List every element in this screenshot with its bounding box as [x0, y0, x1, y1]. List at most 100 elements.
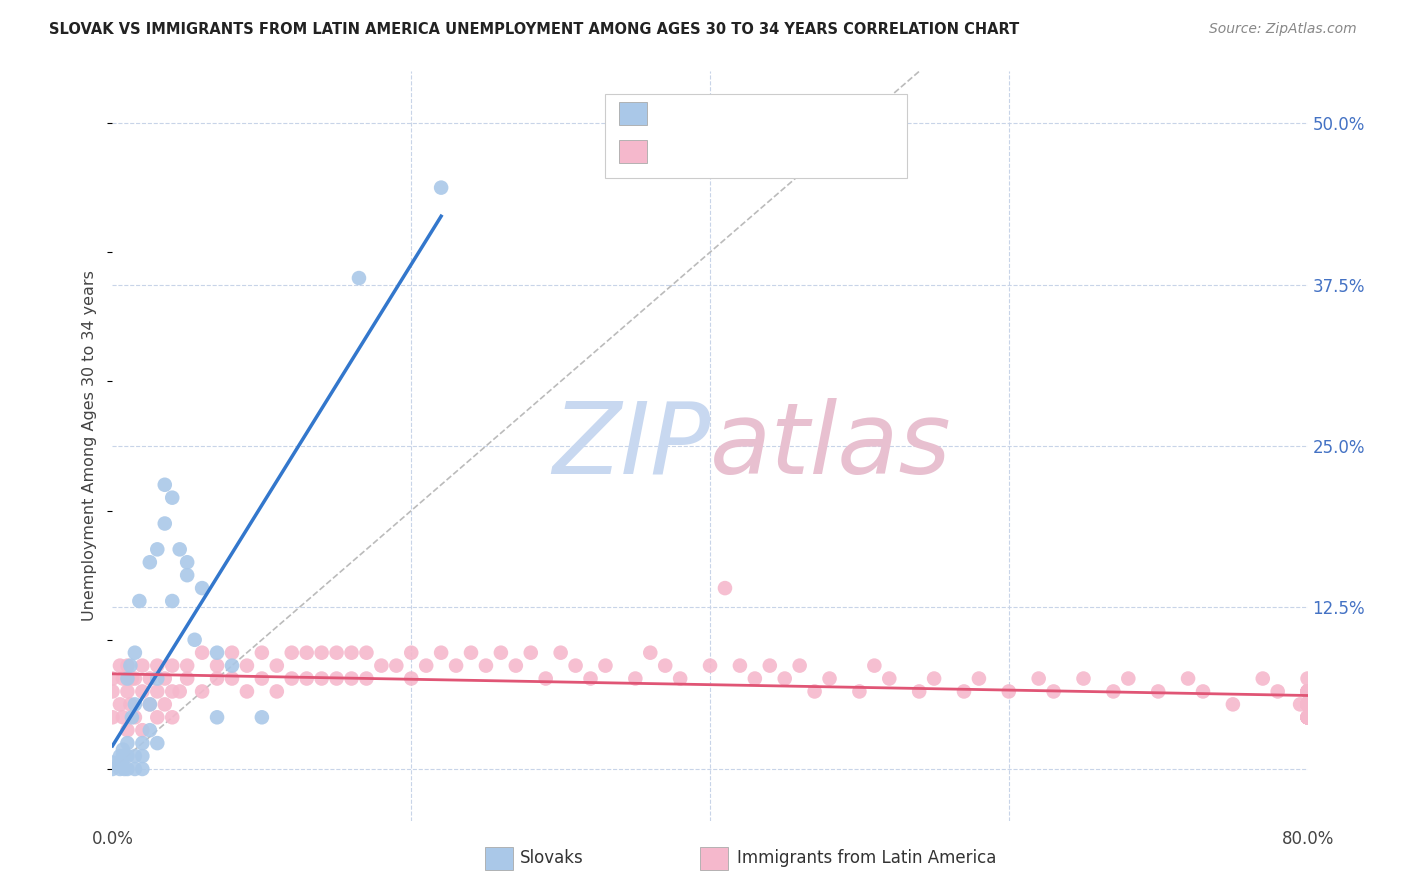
Point — [124, 646, 146, 660]
Point — [1296, 698, 1319, 712]
Point — [773, 672, 796, 686]
Point — [640, 646, 662, 660]
Point — [124, 710, 146, 724]
Point — [162, 710, 183, 724]
Point — [534, 672, 557, 686]
Point — [1296, 710, 1319, 724]
Point — [101, 756, 124, 770]
Point — [191, 581, 214, 595]
Point — [108, 698, 131, 712]
Point — [1296, 698, 1319, 712]
Point — [250, 710, 273, 724]
Point — [162, 684, 183, 698]
Point — [803, 684, 825, 698]
Point — [1222, 698, 1244, 712]
Point — [128, 594, 150, 608]
Point — [169, 684, 191, 698]
Point — [1296, 698, 1319, 712]
Point — [117, 658, 139, 673]
Point — [101, 710, 124, 724]
Point — [146, 658, 169, 673]
Point — [250, 646, 273, 660]
Point — [922, 672, 945, 686]
Point — [1296, 698, 1319, 712]
Point — [111, 710, 134, 724]
Point — [1296, 698, 1319, 712]
Point — [139, 555, 162, 569]
Point — [114, 762, 135, 776]
Point — [1296, 710, 1319, 724]
Point — [385, 658, 408, 673]
Point — [1296, 684, 1319, 698]
Point — [121, 710, 143, 724]
Point — [111, 749, 134, 764]
Point — [1296, 698, 1319, 712]
Text: 137: 137 — [794, 145, 828, 159]
Point — [131, 684, 153, 698]
Point — [1296, 698, 1319, 712]
Point — [139, 672, 162, 686]
Text: 0.455: 0.455 — [690, 106, 741, 120]
Point — [117, 749, 139, 764]
Point — [205, 646, 228, 660]
Point — [139, 723, 162, 738]
Point — [879, 672, 901, 686]
Point — [139, 698, 162, 712]
Point — [1251, 672, 1274, 686]
Point — [146, 684, 169, 698]
Point — [1118, 672, 1140, 686]
Point — [124, 672, 146, 686]
Point — [131, 723, 153, 738]
Point — [114, 749, 135, 764]
Point — [1296, 698, 1319, 712]
Point — [221, 672, 243, 686]
Point — [153, 516, 176, 531]
Point — [370, 658, 392, 673]
Point — [356, 672, 378, 686]
Point — [1296, 698, 1319, 712]
Point — [236, 684, 259, 698]
Text: R =: R = — [655, 106, 690, 120]
Point — [744, 672, 766, 686]
Point — [1296, 684, 1319, 698]
Point — [1296, 698, 1319, 712]
Text: Source: ZipAtlas.com: Source: ZipAtlas.com — [1209, 22, 1357, 37]
Point — [281, 672, 304, 686]
Point — [325, 646, 347, 660]
Point — [460, 646, 482, 660]
Point — [176, 672, 198, 686]
Point — [131, 736, 153, 750]
Point — [1267, 684, 1289, 698]
Point — [183, 632, 205, 647]
Point — [176, 568, 198, 582]
Point — [1296, 684, 1319, 698]
Point — [120, 658, 142, 673]
Point — [1296, 672, 1319, 686]
Point — [1296, 710, 1319, 724]
Point — [101, 762, 124, 776]
Point — [221, 658, 243, 673]
Point — [401, 646, 423, 660]
Text: ZIP: ZIP — [551, 398, 710, 494]
Point — [117, 736, 139, 750]
Point — [1296, 710, 1319, 724]
Point — [401, 672, 423, 686]
Point — [146, 710, 169, 724]
Point — [1042, 684, 1064, 698]
Text: atlas: atlas — [710, 398, 952, 494]
Point — [1192, 684, 1215, 698]
Point — [146, 542, 169, 557]
Point — [953, 684, 976, 698]
Point — [325, 672, 347, 686]
Point — [564, 658, 586, 673]
Point — [295, 646, 318, 660]
Point — [1296, 684, 1319, 698]
Point — [153, 477, 176, 491]
Point — [169, 542, 191, 557]
Point — [1296, 710, 1319, 724]
Point — [139, 698, 162, 712]
Point — [967, 672, 990, 686]
Point — [121, 672, 143, 686]
Point — [153, 672, 176, 686]
Point — [205, 710, 228, 724]
